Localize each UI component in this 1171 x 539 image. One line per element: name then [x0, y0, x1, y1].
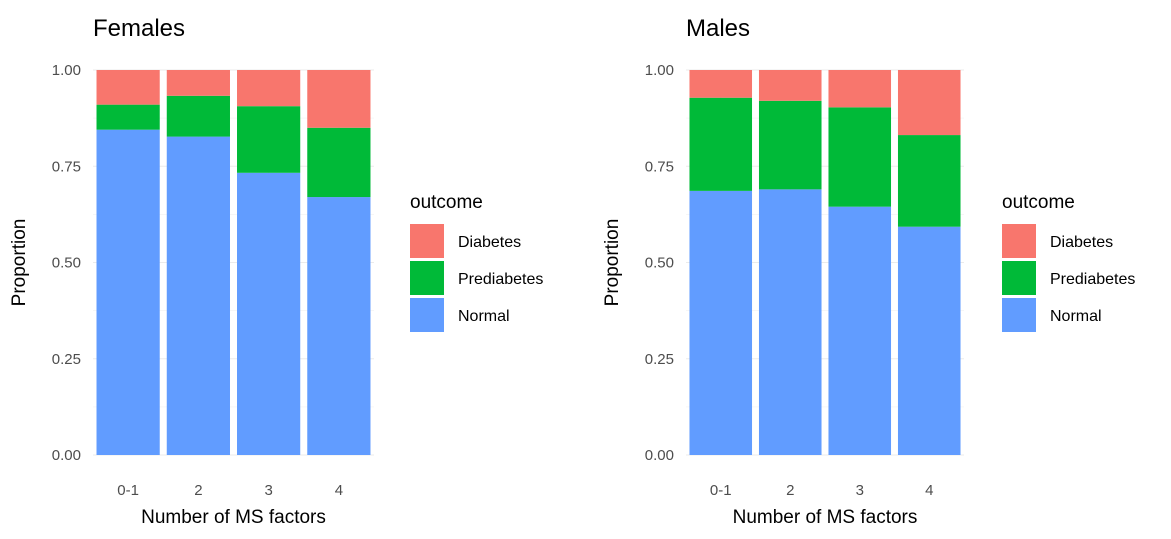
- bar-diabetes-2: [758, 70, 822, 101]
- legend-swatch-prediabetes: [1002, 261, 1036, 295]
- x-tick-label: 0-1: [117, 482, 139, 499]
- y-axis-label: Proportion: [9, 219, 30, 307]
- bar-normal-2: [758, 189, 822, 455]
- bar-prediabetes-4: [897, 135, 961, 227]
- bar-diabetes-0-1: [689, 70, 753, 98]
- y-tick-label: 0.00: [645, 447, 674, 464]
- y-tick-label: 0.75: [52, 158, 81, 175]
- bar-normal-3: [237, 172, 301, 456]
- x-tick-label: 4: [335, 482, 343, 499]
- legend-label-diabetes: Diabetes: [1050, 234, 1113, 251]
- x-tick-label: 2: [786, 482, 794, 499]
- bar-normal-0-1: [689, 190, 753, 455]
- bar-prediabetes-2: [166, 95, 230, 137]
- y-tick-label: 0.25: [52, 351, 81, 368]
- chart-title: Females: [93, 15, 185, 42]
- legend-label-prediabetes: Prediabetes: [1050, 271, 1135, 288]
- legend-label-diabetes: Diabetes: [458, 234, 521, 251]
- bar-diabetes-0-1: [96, 70, 160, 105]
- bar-diabetes-3: [828, 70, 892, 108]
- legend-label-normal: Normal: [1050, 308, 1102, 325]
- bars: [96, 70, 371, 456]
- legend-swatch-prediabetes: [410, 261, 444, 295]
- legend: outcome Diabetes Prediabetes Normal: [410, 192, 543, 332]
- x-axis-label: Number of MS factors: [733, 507, 918, 528]
- legend: outcome Diabetes Prediabetes Normal: [1002, 192, 1135, 332]
- bar-diabetes-2: [166, 70, 230, 96]
- chart-title: Males: [686, 15, 750, 42]
- y-tick-label: 1.00: [645, 62, 674, 79]
- bar-diabetes-4: [897, 70, 961, 136]
- legend-swatch-normal: [410, 298, 444, 332]
- x-tick-label: 3: [856, 482, 864, 499]
- legend-swatch-diabetes: [1002, 224, 1036, 258]
- legend-swatch-normal: [1002, 298, 1036, 332]
- x-tick-label: 3: [264, 482, 272, 499]
- chart-panel-females: 0.00 0.25 0.50 0.75 1.00 0-1 2 3 4 Number of MS f…: [9, 15, 543, 528]
- bars: [689, 70, 961, 455]
- y-tick-label: 0.50: [645, 255, 674, 272]
- y-tick-label: 0.50: [52, 255, 81, 272]
- y-tick-label: 0.00: [52, 447, 81, 464]
- bar-prediabetes-3: [237, 106, 301, 173]
- bar-prediabetes-4: [307, 127, 371, 198]
- y-axis-label: Proportion: [602, 219, 623, 307]
- bar-prediabetes-3: [828, 107, 892, 207]
- x-tick-label: 4: [925, 482, 933, 499]
- legend-title: outcome: [1002, 192, 1075, 213]
- bar-diabetes-4: [307, 70, 371, 128]
- bar-prediabetes-0-1: [96, 104, 160, 130]
- chart-panel-males: 0.00 0.25 0.50 0.75 1.00 0-1 2 3 4 Number of MS f…: [602, 15, 1135, 528]
- x-axis-label: Number of MS factors: [141, 507, 326, 528]
- bar-normal-4: [307, 197, 371, 456]
- bar-diabetes-3: [237, 70, 301, 107]
- bar-normal-3: [828, 206, 892, 455]
- bar-prediabetes-0-1: [689, 97, 753, 191]
- y-tick-label: 1.00: [52, 62, 81, 79]
- legend-swatch-diabetes: [410, 224, 444, 258]
- legend-label-normal: Normal: [458, 308, 510, 325]
- x-tick-label: 2: [194, 482, 202, 499]
- legend-title: outcome: [410, 192, 483, 213]
- bar-normal-0-1: [96, 129, 160, 456]
- y-tick-label: 0.25: [645, 351, 674, 368]
- x-tick-label: 0-1: [710, 482, 732, 499]
- legend-label-prediabetes: Prediabetes: [458, 271, 543, 288]
- bar-normal-2: [166, 136, 230, 456]
- y-tick-label: 0.75: [645, 158, 674, 175]
- bar-prediabetes-2: [758, 100, 822, 190]
- bar-normal-4: [897, 226, 961, 455]
